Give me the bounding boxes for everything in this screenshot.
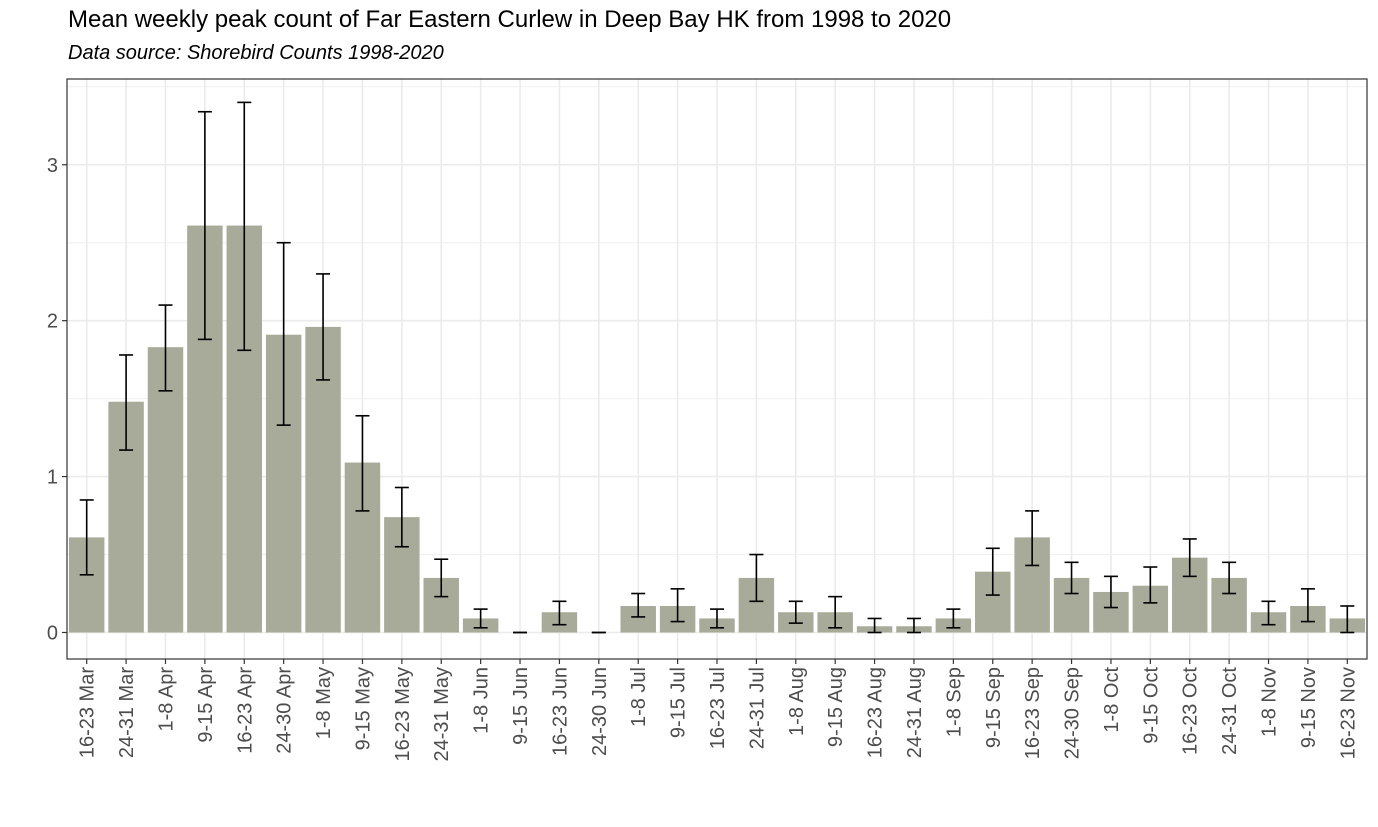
error-bar (119, 354, 134, 451)
error-bar (473, 608, 488, 629)
x-tick-label: 9-15 Apr (195, 667, 217, 743)
error-bars (79, 101, 1355, 634)
y-axis-ticks: 0 1 2 3 (47, 155, 67, 644)
x-tick-label: 9-15 Jul (668, 667, 690, 738)
chart-subtitle: Data source: Shorebird Counts 1998-2020 (68, 42, 444, 64)
error-bar (316, 273, 331, 381)
y-tick-label: 3 (47, 155, 58, 177)
x-tick-label: 1-8 Jun (471, 667, 493, 734)
y-tick-label: 2 (47, 311, 58, 333)
error-bar (394, 486, 409, 548)
error-bar (1182, 538, 1197, 578)
x-tick-label: 1-8 Sep (943, 667, 965, 737)
x-tick-label: 1-8 Nov (1259, 667, 1281, 737)
x-tick-label: 16-23 Oct (1180, 667, 1202, 755)
error-bar (1261, 600, 1276, 626)
error-bar (237, 101, 252, 352)
error-bar (434, 558, 449, 598)
error-bar (946, 608, 961, 629)
error-bar (158, 304, 173, 392)
error-bar (1340, 605, 1355, 634)
error-bar (1025, 510, 1040, 567)
x-tick-label: 24-30 Apr (274, 667, 296, 754)
error-bar (985, 547, 1000, 596)
error-bar (710, 608, 724, 629)
x-axis-ticks: 16-23 Mar 24-31 Mar 1-8 Apr 9-15 Apr 16-23 A… (77, 659, 1359, 762)
x-tick-label: 9-15 Aug (825, 667, 847, 747)
error-bar (552, 600, 567, 626)
x-tick-label: 1-8 May (313, 667, 335, 739)
error-bar (828, 595, 843, 629)
x-tick-label: 16-23 Mar (77, 667, 99, 758)
x-tick-label: 24-31 Jul (746, 667, 768, 749)
x-tick-label: 24-31 Mar (116, 667, 138, 758)
error-bar (1222, 561, 1237, 595)
error-bar (1300, 588, 1315, 623)
error-bar (1103, 575, 1118, 609)
x-tick-label: 16-23 Apr (234, 667, 256, 754)
error-bar (276, 241, 291, 426)
x-tick-label: 1-8 Jul (628, 667, 650, 727)
x-tick-label: 9-15 May (352, 667, 374, 750)
x-tick-label: 16-23 Sep (1022, 667, 1044, 759)
error-bar (355, 414, 370, 512)
x-tick-label: 9-15 Nov (1298, 667, 1320, 748)
error-bar (631, 592, 646, 618)
x-tick-label: 16-23 Jun (549, 667, 571, 756)
error-bar (1064, 561, 1079, 595)
x-tick-label: 16-23 Aug (865, 667, 887, 758)
error-bar (670, 588, 685, 623)
y-tick-label: 1 (47, 467, 58, 489)
grid-lines (67, 79, 1367, 659)
error-bar (867, 617, 882, 634)
x-tick-label: 1-8 Apr (155, 667, 177, 732)
x-tick-label: 24-31 Aug (904, 667, 926, 758)
error-bar (79, 499, 94, 576)
error-bar (197, 110, 212, 341)
x-tick-label: 24-31 May (431, 667, 453, 762)
bar (147, 347, 184, 633)
error-bar (906, 617, 921, 634)
x-tick-label: 16-23 Nov (1337, 667, 1359, 759)
x-tick-label: 9-15 Oct (1140, 667, 1162, 744)
x-tick-label: 1-8 Oct (1101, 667, 1123, 733)
x-tick-label: 24-30 Sep (1062, 667, 1084, 759)
x-tick-label: 9-15 Sep (983, 667, 1005, 748)
x-tick-label: 9-15 Jun (510, 667, 532, 745)
error-bar (788, 600, 803, 624)
x-tick-label: 16-23 May (392, 667, 414, 762)
error-bar (1143, 566, 1158, 604)
chart-title: Mean weekly peak count of Far Eastern Cu… (68, 6, 952, 33)
x-tick-label: 24-30 Jun (589, 667, 611, 756)
x-tick-label: 16-23 Jul (707, 667, 729, 749)
x-tick-label: 24-31 Oct (1219, 667, 1241, 755)
error-bar (749, 553, 764, 603)
y-tick-label: 0 (47, 622, 58, 644)
x-tick-label: 1-8 Aug (786, 667, 808, 736)
